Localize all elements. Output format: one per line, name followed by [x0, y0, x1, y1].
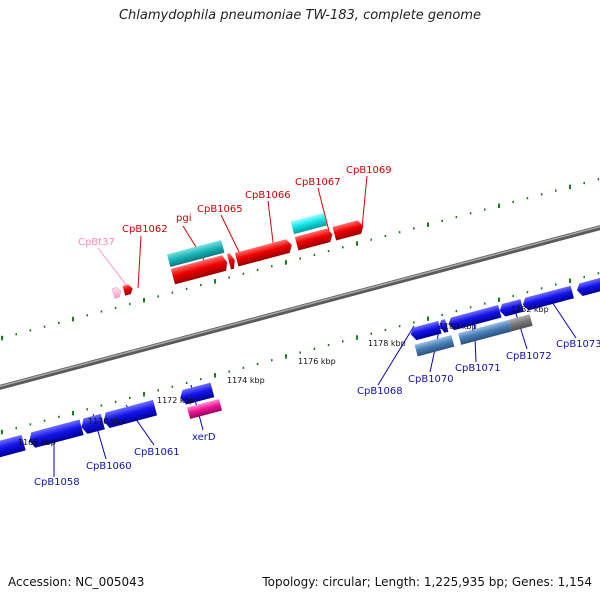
gene-cpb1071: [499, 299, 524, 317]
gene-cpb1068-steel: [414, 335, 455, 357]
gene-label-cpb1066: CpB1066: [245, 190, 291, 201]
gene-cpb1065-teal: [167, 240, 225, 267]
gene-cpb1067: [294, 228, 333, 251]
gene-label-cpb1072: CpB1072: [506, 351, 552, 362]
gene-far-left: [0, 434, 26, 458]
gene-cpb1067-cyan: [290, 212, 327, 235]
gene-pgi-extension: [226, 253, 235, 270]
gene-cpb1069: [332, 220, 364, 241]
gene-features: [0, 212, 600, 458]
genome-backbone: [0, 225, 600, 390]
accession-label: Accession: NC_005043: [8, 575, 145, 589]
gene-label-cpb1060: CpB1060: [86, 461, 132, 472]
kbp-tick-labels: 1168 kbp 1170 kbp 1172 kbp 1174 kbp 1176…: [18, 305, 549, 447]
gene-label-cpb1062: CpB1062: [122, 224, 168, 235]
kbp-label: 1178 kbp: [368, 339, 406, 348]
gene-label-cpb1068: CpB1068: [357, 386, 403, 397]
gene-pgi: [170, 255, 228, 285]
gene-xerd-magenta: [187, 398, 223, 420]
gene-label-cpb1061: CpB1061: [134, 447, 180, 458]
gene-label-cpb1073: CpB1073: [556, 339, 600, 350]
gene-trna-cpbt37: [111, 287, 122, 299]
kbp-label: 1180 kbp: [439, 322, 477, 331]
gene-cpb1070: [448, 304, 502, 331]
gene-cpb1071-gray: [508, 314, 533, 332]
gene-label-cpb1069: CpB1069: [346, 165, 392, 176]
gene-cpb1060: [103, 399, 158, 428]
gene-cpb1070-steel: [458, 319, 512, 345]
tick-ruler-top: [1, 178, 600, 341]
kbp-label: 1176 kbp: [298, 357, 336, 366]
gene-xerd: [180, 382, 215, 405]
map-title: Chlamydophila pneumoniae TW-183, complet…: [118, 8, 482, 23]
gene-label-cpb1067: CpB1067: [295, 177, 341, 188]
gene-label-cpb1065: CpB1065: [197, 204, 243, 215]
gene-cpb1069-b: [439, 319, 449, 333]
gene-label-cpb1058: CpB1058: [34, 477, 80, 488]
gene-label-cpb1071: CpB1071: [455, 363, 501, 374]
gene-labels: CpBt37 CpB1062 pgi CpB1065 CpB1066 CpB10…: [34, 165, 600, 488]
gene-cpb1066: [234, 239, 292, 267]
gene-cpb1068: [410, 320, 442, 341]
gene-cpb1072: [522, 285, 574, 311]
kbp-label: 1168 kbp: [18, 438, 56, 447]
gene-cpb1059: [81, 413, 105, 434]
gene-label-cpbt37: CpBt37: [78, 237, 115, 248]
gene-label-pgi: pgi: [176, 213, 191, 224]
genome-stats-label: Topology: circular; Length: 1,225,935 bp…: [262, 575, 592, 589]
gene-cpb1062: [122, 284, 133, 296]
gene-cpb1058: [29, 419, 84, 448]
kbp-label: 1170 kbp: [88, 417, 126, 426]
gene-label-xerd: xerD: [192, 432, 216, 443]
kbp-label: 1172 kbp: [157, 396, 195, 405]
kbp-label: 1174 kbp: [227, 376, 265, 385]
gene-label-cpb1070: CpB1070: [408, 374, 454, 385]
tick-ruler-bottom: [1, 272, 600, 435]
gene-cpb1073: [576, 274, 600, 296]
kbp-label: 1182 kbp: [511, 305, 549, 314]
